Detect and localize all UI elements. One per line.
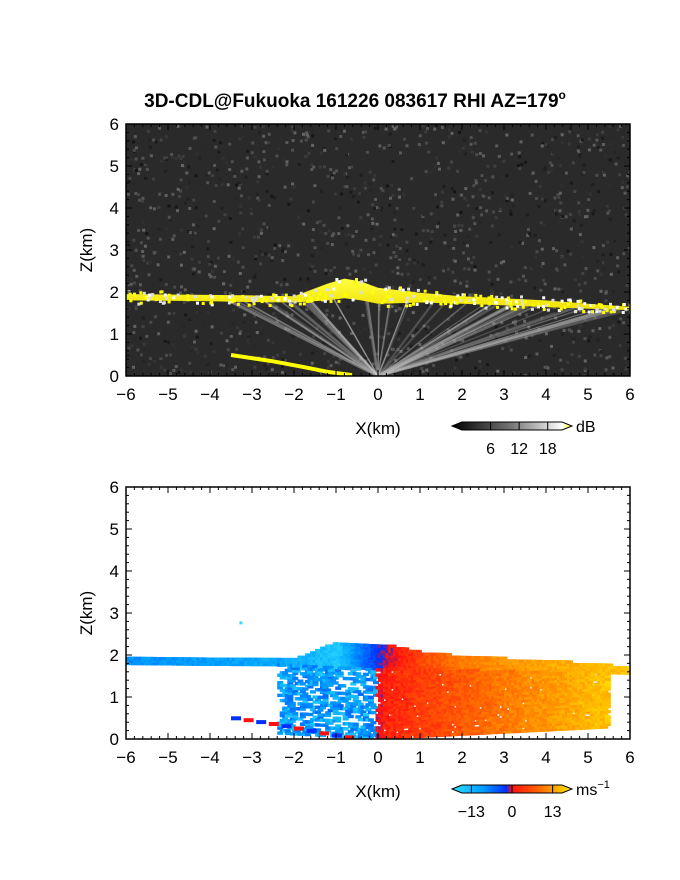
x-tick-label: −5 xyxy=(158,385,177,404)
velocity-surface-echo xyxy=(231,621,355,739)
y-tick-label: 0 xyxy=(110,730,119,749)
colorbar-tick-label: 12 xyxy=(510,441,528,458)
x-tick-label: −5 xyxy=(158,748,177,767)
x-tick-label: 2 xyxy=(457,748,466,767)
y-tick-label: 0 xyxy=(110,367,119,386)
reflectivity-colorbar: 6 12 18 dB xyxy=(450,419,596,458)
chart-title: 3D-CDL@Fukuoka 161226 083617 RHI AZ=179o xyxy=(144,88,566,112)
y-tick-label: 3 xyxy=(110,604,119,623)
colorbar-tick-label: 18 xyxy=(539,441,557,458)
y-tick-label: 4 xyxy=(110,199,119,218)
outlier-point xyxy=(239,621,243,625)
cloud-edge-speckle xyxy=(127,278,630,315)
y-tick-label: 6 xyxy=(110,478,119,497)
cloud-layer xyxy=(126,278,630,311)
y-tick-label: 3 xyxy=(110,241,119,260)
x-tick-label: −1 xyxy=(326,748,345,767)
reflectivity-xlabel: X(km) xyxy=(355,419,400,438)
y-tick-label: 1 xyxy=(110,325,119,344)
y-tick-label: 1 xyxy=(110,688,119,707)
x-tick-label: 6 xyxy=(625,748,634,767)
x-tick-label: 4 xyxy=(541,748,550,767)
colorbar-tick-label: −13 xyxy=(458,804,485,821)
y-tick-label: 2 xyxy=(110,646,119,665)
velocity-panel: −6 −5 −4 −3 −2 −1 0 1 2 3 4 5 6 0 1 2 3 4 5 6 X(km) Z(km) −… xyxy=(77,478,635,821)
y-tick-label: 2 xyxy=(110,283,119,302)
velocity-colorbar: −13 0 13 ms−1 xyxy=(450,779,610,821)
x-tick-label: −3 xyxy=(242,748,261,767)
x-tick-label: −2 xyxy=(284,385,303,404)
x-tick-label: 5 xyxy=(583,748,592,767)
y-tick-label: 6 xyxy=(110,115,119,134)
x-tick-label: 3 xyxy=(499,385,508,404)
colorbar-tick-label: 13 xyxy=(544,804,562,821)
x-tick-label: −4 xyxy=(200,385,219,404)
velocity-cells xyxy=(126,642,630,739)
velocity-xlabel: X(km) xyxy=(355,782,400,801)
x-tick-label: −6 xyxy=(116,748,135,767)
velocity-ticks: −6 −5 −4 −3 −2 −1 0 1 2 3 4 5 6 0 1 2 3 4 5 6 xyxy=(110,478,635,767)
colorbar-unit: ms−1 xyxy=(576,779,610,799)
colorbar-scale xyxy=(450,421,574,431)
x-tick-label: −4 xyxy=(200,748,219,767)
velocity-plot-area xyxy=(126,621,630,739)
x-tick-label: 5 xyxy=(583,385,592,404)
colorbar-unit: dB xyxy=(576,419,596,436)
x-tick-label: 1 xyxy=(415,748,424,767)
x-tick-label: 4 xyxy=(541,385,550,404)
x-tick-label: 2 xyxy=(457,385,466,404)
x-tick-label: 6 xyxy=(625,385,634,404)
y-tick-label: 5 xyxy=(110,157,119,176)
x-tick-label: 3 xyxy=(499,748,508,767)
colorbar-tick-label: 6 xyxy=(486,441,495,458)
colorbar-tick-label: 0 xyxy=(508,804,517,821)
y-tick-label: 5 xyxy=(110,520,119,539)
velocity-ylabel: Z(km) xyxy=(77,591,96,635)
beam-rays xyxy=(230,299,630,376)
x-tick-label: 0 xyxy=(373,748,382,767)
x-tick-label: −6 xyxy=(116,385,135,404)
x-tick-label: −1 xyxy=(326,385,345,404)
reflectivity-ticks: −6 −5 −4 −3 −2 −1 0 1 2 3 4 5 6 0 1 2 3 4 5 6 xyxy=(110,115,635,404)
reflectivity-ylabel: Z(km) xyxy=(77,228,96,272)
x-tick-label: −3 xyxy=(242,385,261,404)
y-tick-label: 4 xyxy=(110,562,119,581)
x-tick-label: 0 xyxy=(373,385,382,404)
x-tick-label: 1 xyxy=(415,385,424,404)
x-tick-label: −2 xyxy=(284,748,303,767)
reflectivity-plot-area xyxy=(126,124,630,376)
noise-speckle xyxy=(126,124,630,376)
